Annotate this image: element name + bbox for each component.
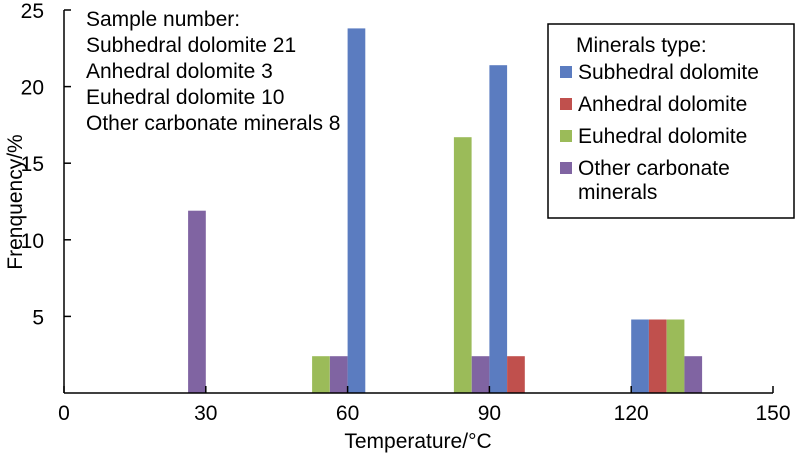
sample-number-annotation: Sample number: Subhedral dolomite 21 Anhed… (86, 8, 340, 135)
bar-euhedral-dolomite-bin-5 (453, 137, 472, 393)
x-tick-label: 60 (336, 402, 359, 425)
axes-group (63, 10, 773, 394)
y-axis-title: Frenquency/% (4, 134, 27, 269)
legend-label: Other carbonate (578, 157, 730, 180)
x-tick-label: 120 (614, 402, 649, 425)
legend-label: minerals (578, 181, 657, 204)
legend-label: Anhedral dolomite (578, 93, 747, 116)
y-tick-label: 20 (21, 77, 44, 100)
sample-number-line: Euhedral dolomite 10 (86, 86, 284, 109)
y-tick-label: 15 (21, 153, 44, 176)
bar-euhedral-dolomite-bin-3 (312, 356, 330, 393)
legend-title: Minerals type: (576, 34, 707, 57)
bar-other-carbonate-minerals-bin-1 (188, 210, 206, 393)
legend: Minerals type: Subhedral dolomite Anhedra… (547, 23, 795, 219)
bar-subhedral-dolomite-bin-6 (489, 65, 508, 393)
sample-number-line: Other carbonate minerals 8 (86, 112, 340, 135)
sample-number-line: Anhedral dolomite 3 (86, 60, 273, 83)
sample-number-line: Sample number: (86, 8, 240, 31)
bar-other-carbonate-minerals-bin-3 (329, 356, 348, 393)
bar-other-carbonate-minerals-bin-5 (471, 356, 490, 393)
bar-anhedral-dolomite-bin-8 (648, 319, 667, 393)
ticks-group: 0 30 60 90 120 150 5 10 15 20 25 (21, 0, 791, 425)
y-tick-label: 25 (21, 0, 44, 23)
legend-items: Subhedral dolomite Anhedral dolomite Euhed… (560, 61, 759, 204)
legend-swatch (560, 66, 572, 78)
bar-subhedral-dolomite-bin-8 (631, 319, 649, 393)
x-tick-label: 30 (194, 402, 217, 425)
bars-group (188, 28, 703, 394)
legend-swatch (560, 162, 572, 174)
legend-label: Subhedral dolomite (578, 61, 759, 84)
legend-label: Euhedral dolomite (578, 125, 747, 148)
x-tick-label: 90 (478, 402, 501, 425)
x-tick-label: 0 (58, 402, 70, 425)
sample-number-line: Subhedral dolomite 21 (86, 34, 296, 57)
bar-euhedral-dolomite-bin-8 (666, 319, 685, 393)
legend-swatch (560, 98, 572, 110)
legend-box (547, 23, 795, 219)
legend-swatch (560, 130, 572, 142)
y-tick-label: 10 (21, 230, 44, 253)
bar-other-carbonate-minerals-bin-8 (684, 356, 703, 393)
bar-subhedral-dolomite-bin-4 (347, 28, 366, 394)
x-axis-title: Temperature/°C (344, 430, 491, 453)
x-tick-label: 150 (755, 402, 790, 425)
bar-anhedral-dolomite-bin-6 (507, 356, 525, 393)
y-tick-label: 5 (32, 306, 44, 329)
